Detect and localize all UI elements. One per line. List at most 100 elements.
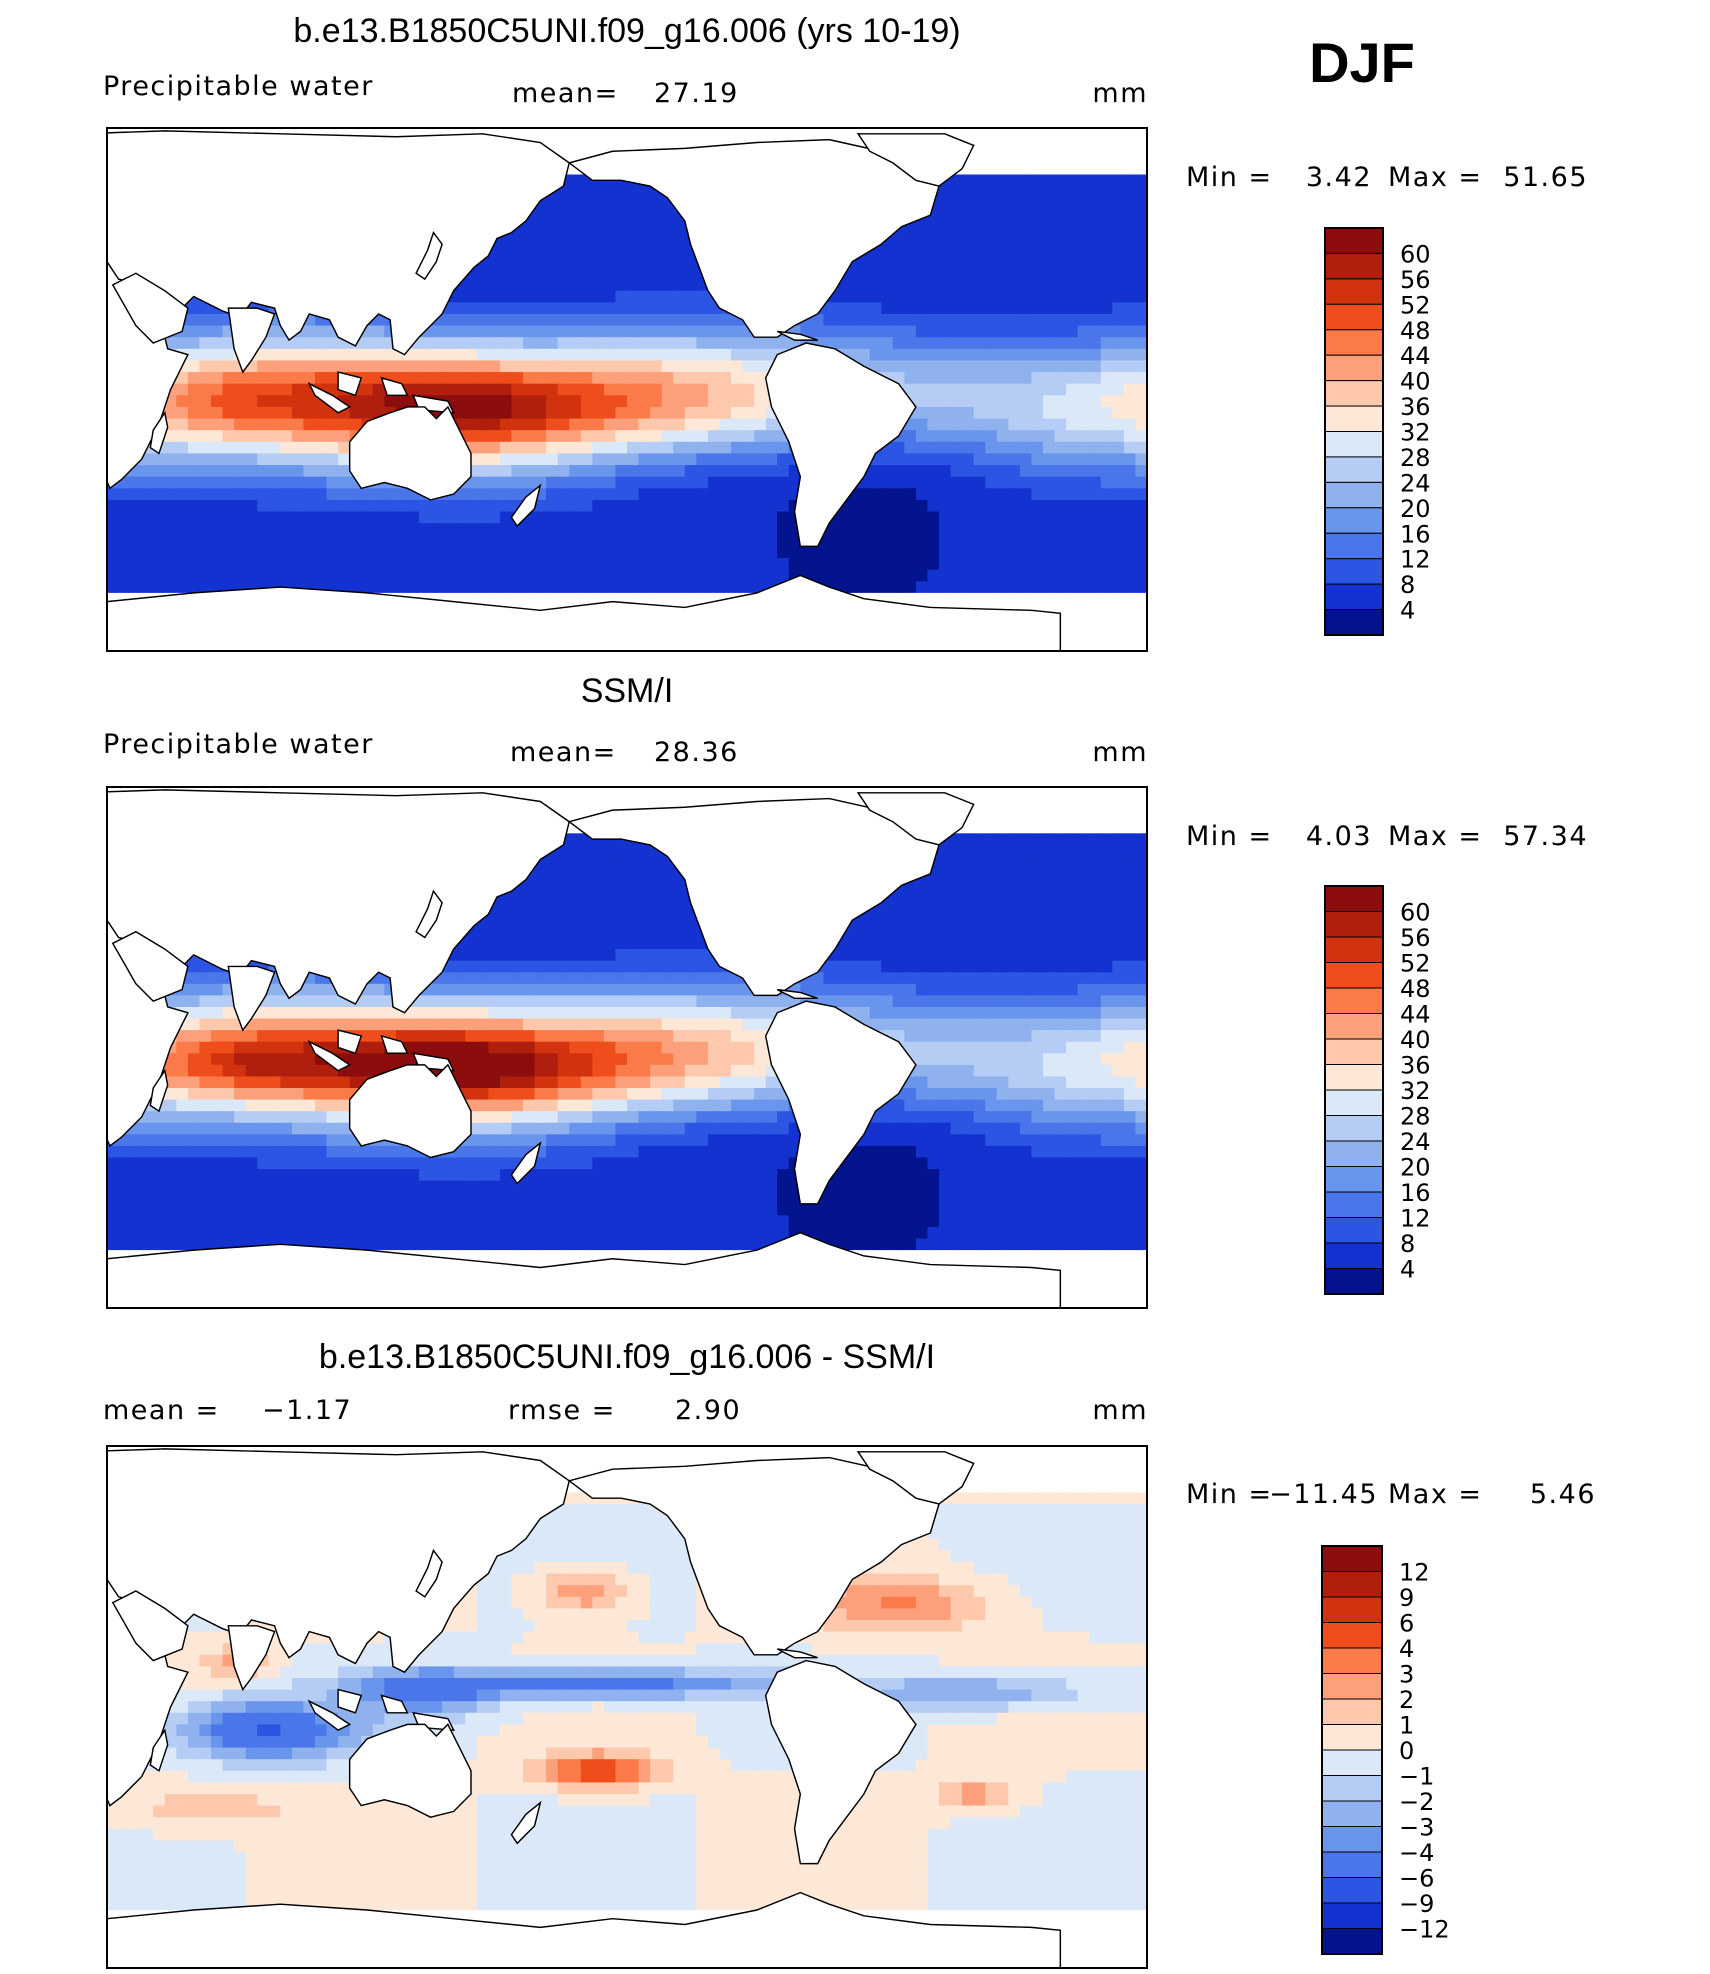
field-cell [996, 418, 1009, 431]
field-cell [650, 523, 663, 536]
field-cell [1008, 844, 1021, 858]
field-cell [523, 558, 536, 571]
field-cell [719, 499, 732, 513]
field-cell [442, 499, 455, 513]
field-cell [222, 372, 235, 385]
field-cell [442, 569, 455, 582]
field-cell [973, 197, 986, 210]
field-cell [719, 128, 732, 141]
field-cell [1100, 267, 1113, 280]
field-cell [962, 546, 975, 559]
field-cell [1008, 476, 1021, 489]
field-cell [1100, 186, 1113, 199]
field-cell [1043, 128, 1056, 141]
field-cell [1077, 197, 1090, 210]
field-cell [465, 406, 478, 420]
field-cell [1066, 255, 1079, 269]
field-cell [1008, 325, 1021, 338]
field-cell [742, 465, 755, 478]
field-cell [661, 592, 674, 606]
field-cell [499, 523, 513, 536]
field-cell [754, 406, 767, 420]
field-cell [707, 418, 721, 431]
field-cell [731, 787, 744, 800]
field-cell [719, 430, 732, 443]
field-cell [580, 856, 593, 869]
field-cell [1008, 406, 1021, 420]
field-cell [592, 128, 605, 141]
field-cell [326, 337, 339, 350]
field-cell [973, 313, 986, 327]
field-cell [523, 581, 536, 594]
field-cell [765, 128, 778, 141]
field-cell [858, 499, 871, 513]
field-cell [257, 465, 270, 478]
field-cell [303, 488, 316, 501]
field-cell [141, 499, 154, 513]
field-cell [731, 453, 744, 466]
field-cell [650, 592, 663, 606]
field-cell [280, 569, 293, 582]
field-cell [430, 383, 443, 396]
field-cell [927, 488, 940, 501]
field-cell [187, 360, 201, 373]
field-cell [1031, 581, 1044, 594]
field-cell [557, 337, 570, 350]
field-cell [1089, 348, 1102, 362]
field-cell [303, 337, 316, 350]
field-cell [130, 499, 143, 513]
field-cell [372, 360, 385, 373]
field-cell [1054, 186, 1067, 199]
field-cell [280, 499, 293, 513]
field-cell [546, 325, 559, 338]
field-cell [1089, 639, 1102, 651]
field-cell [546, 441, 559, 455]
field-cell [650, 891, 663, 904]
field-cell [1112, 856, 1125, 869]
field-cell [1123, 255, 1137, 269]
field-cell [696, 511, 709, 524]
field-cell [1054, 151, 1067, 164]
field-cell [511, 430, 524, 443]
field-cell [627, 798, 640, 811]
field-cell [1112, 558, 1125, 571]
field-cell [892, 441, 905, 455]
field-cell [1031, 186, 1044, 199]
field-cell [1089, 844, 1102, 858]
field-cell [488, 313, 501, 327]
field-cell [696, 360, 709, 373]
field-cell [835, 787, 848, 800]
field-cell [1123, 581, 1137, 594]
field-cell [638, 465, 651, 478]
field-cell [1008, 546, 1021, 559]
field-cell [130, 511, 143, 524]
field-cell [476, 406, 489, 420]
field-cell [950, 453, 963, 466]
field-cell [1031, 592, 1044, 606]
field-cell [892, 546, 905, 559]
field-cell [615, 523, 628, 536]
field-cell [372, 337, 385, 350]
field-cell [187, 499, 201, 513]
field-cell [696, 383, 709, 396]
field-cell [996, 453, 1009, 466]
field-cell [985, 360, 998, 373]
field-cell [569, 569, 582, 582]
field-cell [1066, 534, 1079, 547]
field-cell [1066, 891, 1079, 904]
field-cell [661, 267, 674, 280]
field-cell [453, 569, 466, 582]
field-cell [985, 162, 998, 176]
field-cell [430, 360, 443, 373]
field-cell [1077, 499, 1090, 513]
field-cell [892, 558, 905, 571]
field-cell [985, 418, 998, 431]
field-cell [973, 891, 986, 904]
field-cell [1066, 267, 1079, 280]
field-cell [580, 534, 593, 547]
field-cell [465, 395, 478, 408]
field-cell [962, 186, 975, 199]
field-cell [1077, 511, 1090, 524]
field-cell [915, 348, 929, 362]
field-cell [107, 511, 120, 524]
